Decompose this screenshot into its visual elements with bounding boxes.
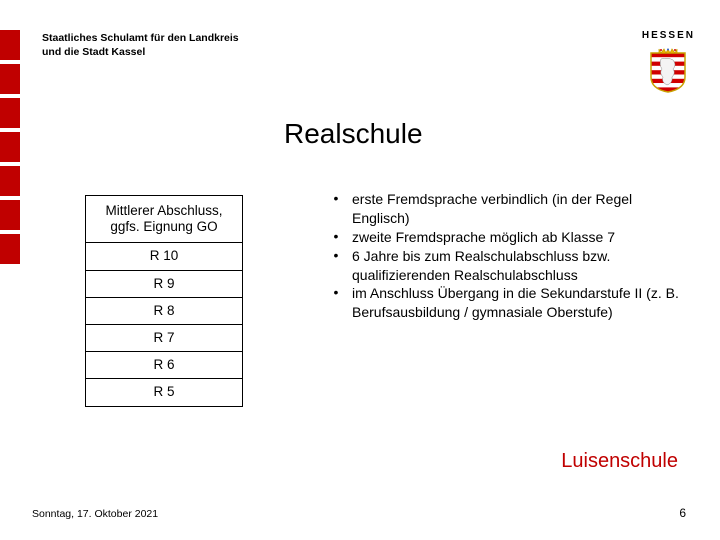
bullet-icon: • — [320, 228, 352, 247]
table-row: R 6 — [86, 352, 243, 379]
table-row: R 7 — [86, 324, 243, 351]
sidebar-bar — [0, 30, 20, 60]
bullet-text: im Anschluss Übergang in die Sekundarstu… — [352, 284, 680, 322]
table-row: R 5 — [86, 379, 243, 406]
header-org-name: Staatliches Schulamt für den Landkreis u… — [42, 32, 239, 59]
bullet-text: zweite Fremdsprache möglich ab Klasse 7 — [352, 228, 615, 247]
table-row: R 10 — [86, 243, 243, 270]
bullet-text: 6 Jahre bis zum Realschulabschluss bzw. … — [352, 247, 680, 285]
bullet-icon: • — [320, 190, 352, 228]
footer-page-number: 6 — [679, 506, 686, 520]
list-item: • im Anschluss Übergang in die Sekundars… — [320, 284, 680, 322]
list-item: • 6 Jahre bis zum Realschulabschluss bzw… — [320, 247, 680, 285]
list-item: • erste Fremdsprache verbindlich (in der… — [320, 190, 680, 228]
bullet-icon: • — [320, 284, 352, 322]
grade-table: Mittlerer Abschluss, ggfs. Eignung GO R … — [85, 195, 243, 407]
hessen-label: HESSEN — [642, 30, 695, 41]
header-line2: und die Stadt Kassel — [42, 46, 145, 58]
school-name: Luisenschule — [561, 450, 678, 473]
page-title: Realschule — [284, 118, 423, 150]
table-row: R 9 — [86, 270, 243, 297]
bullet-list: • erste Fremdsprache verbindlich (in der… — [320, 190, 680, 322]
sidebar-bar — [0, 98, 20, 128]
sidebar-accent-bars — [0, 30, 20, 264]
hessen-logo-area: HESSEN — [642, 30, 695, 98]
header-line1: Staatliches Schulamt für den Landkreis — [42, 32, 239, 44]
sidebar-bar — [0, 64, 20, 94]
list-item: • zweite Fremdsprache möglich ab Klasse … — [320, 228, 680, 247]
hessen-shield-icon — [649, 47, 687, 93]
bullet-icon: • — [320, 247, 352, 285]
sidebar-bar — [0, 234, 20, 264]
sidebar-bar — [0, 166, 20, 196]
sidebar-bar — [0, 200, 20, 230]
table-row: Mittlerer Abschluss, ggfs. Eignung GO — [86, 196, 243, 243]
footer-date: Sonntag, 17. Oktober 2021 — [32, 508, 158, 520]
bullet-text: erste Fremdsprache verbindlich (in der R… — [352, 190, 680, 228]
sidebar-bar — [0, 132, 20, 162]
table-row: R 8 — [86, 297, 243, 324]
